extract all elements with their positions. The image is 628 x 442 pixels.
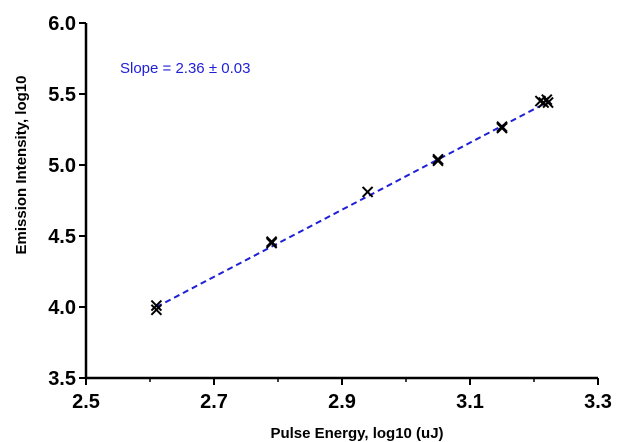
x-tick-label: 2.5 [72, 391, 100, 413]
x-tick-label: 2.7 [200, 391, 228, 413]
data-point [150, 304, 163, 316]
slope-annotation: Slope = 2.36 ± 0.03 [120, 60, 250, 77]
y-tick-label: 6.0 [48, 13, 76, 35]
y-tick-label: 4.5 [48, 226, 76, 248]
data-point [541, 93, 553, 106]
y-tick-label: 3.5 [48, 368, 76, 390]
x-tick-label: 2.9 [328, 391, 356, 413]
y-tick-label: 5.5 [48, 84, 76, 106]
fit-line [155, 100, 549, 308]
data-point [432, 155, 444, 167]
tick-marks [79, 22, 599, 385]
data-point [542, 96, 554, 109]
data-point [496, 122, 508, 134]
y-tick-label: 5.0 [48, 155, 76, 177]
data-point [265, 237, 278, 249]
data-point [432, 153, 444, 166]
x-axis-title: Pulse Energy, log10 (uJ) [270, 425, 443, 442]
x-tick-label: 3.3 [584, 391, 612, 413]
data-point [150, 299, 163, 312]
x-tick-labels: 2.5 2.7 2.9 3.1 3.3 [72, 391, 612, 413]
data-points [150, 93, 554, 316]
y-tick-labels: 3.5 4.0 4.5 5.0 5.5 6.0 [48, 13, 76, 390]
fit-line-group [155, 100, 549, 308]
y-tick-label: 4.0 [48, 297, 76, 319]
y-axis-title: Emission Intensity, log10 [13, 76, 30, 255]
data-point [361, 186, 374, 198]
data-point [496, 120, 508, 133]
x-tick-label: 3.1 [456, 391, 484, 413]
data-point [265, 235, 278, 248]
